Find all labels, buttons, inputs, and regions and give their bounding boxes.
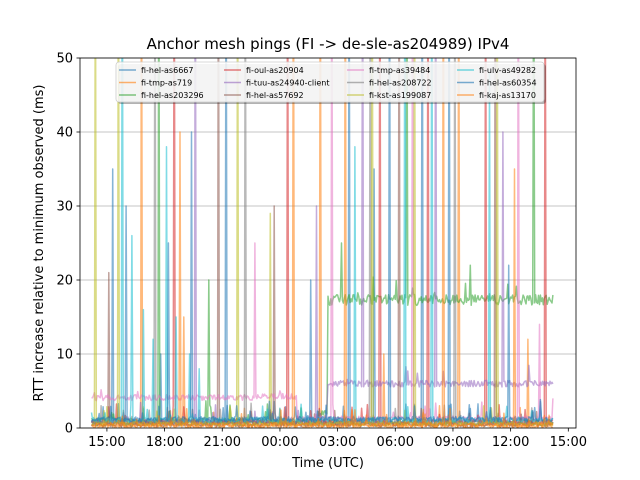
x-axis-label: Time (UTC) [291, 456, 364, 471]
x-tick-label: 15:00 [550, 435, 587, 450]
legend: fi-hel-as6667 fi-tmp-as719 fi-hel-as203296… [115, 61, 546, 104]
x-tick-label: 21:00 [204, 435, 241, 450]
series-line-fi-kaj-as13170 [91, 58, 554, 428]
plot-frame [79, 57, 577, 429]
chart-title: Anchor mesh pings (FI -> de-sle-as204989… [147, 35, 510, 53]
legend-label: fi-tmp-as39484 [369, 66, 430, 75]
y-tick-label: 30 [56, 200, 73, 215]
x-tick-label: 18:00 [146, 435, 183, 450]
legend-label: fi-ulv-as49282 [479, 66, 536, 75]
series-layer [90, 58, 554, 428]
legend-label: fi-tmp-as719 [141, 79, 192, 88]
y-axis-label: RTT increase relative to minimum observe… [32, 85, 47, 402]
legend-label: fi-hel-as208722 [369, 79, 432, 88]
legend-label: fi-kst-as199087 [369, 91, 431, 100]
y-axis-ticks: 0 10 20 30 40 50 [56, 52, 80, 437]
y-tick-label: 0 [65, 422, 73, 437]
y-tick-label: 10 [56, 348, 73, 363]
x-axis-ticks: 15:00 18:00 21:00 00:00 03:00 06:00 09:00 12:00… [88, 428, 587, 450]
y-tick-label: 20 [56, 274, 73, 289]
legend-label: fi-hel-as60354 [479, 79, 537, 88]
y-tick-label: 40 [56, 126, 73, 141]
x-tick-label: 12:00 [492, 435, 529, 450]
x-tick-label: 00:00 [261, 435, 298, 450]
x-tick-label: 03:00 [319, 435, 356, 450]
x-tick-label: 06:00 [377, 435, 414, 450]
legend-label: fi-hel-as6667 [141, 66, 193, 75]
series-line-fi-hel-as60354 [90, 58, 554, 423]
x-tick-label: 09:00 [434, 435, 471, 450]
legend-label: fi-tuu-as24940-client [246, 79, 329, 88]
legend-label: fi-oul-as20904 [246, 66, 304, 75]
legend-label: fi-hel-as57692 [246, 91, 304, 100]
legend-label: fi-kaj-as13170 [479, 91, 536, 100]
legend-box [115, 61, 545, 103]
y-tick-label: 50 [56, 52, 73, 67]
legend-label: fi-hel-as203296 [141, 91, 204, 100]
x-tick-label: 15:00 [88, 435, 125, 450]
